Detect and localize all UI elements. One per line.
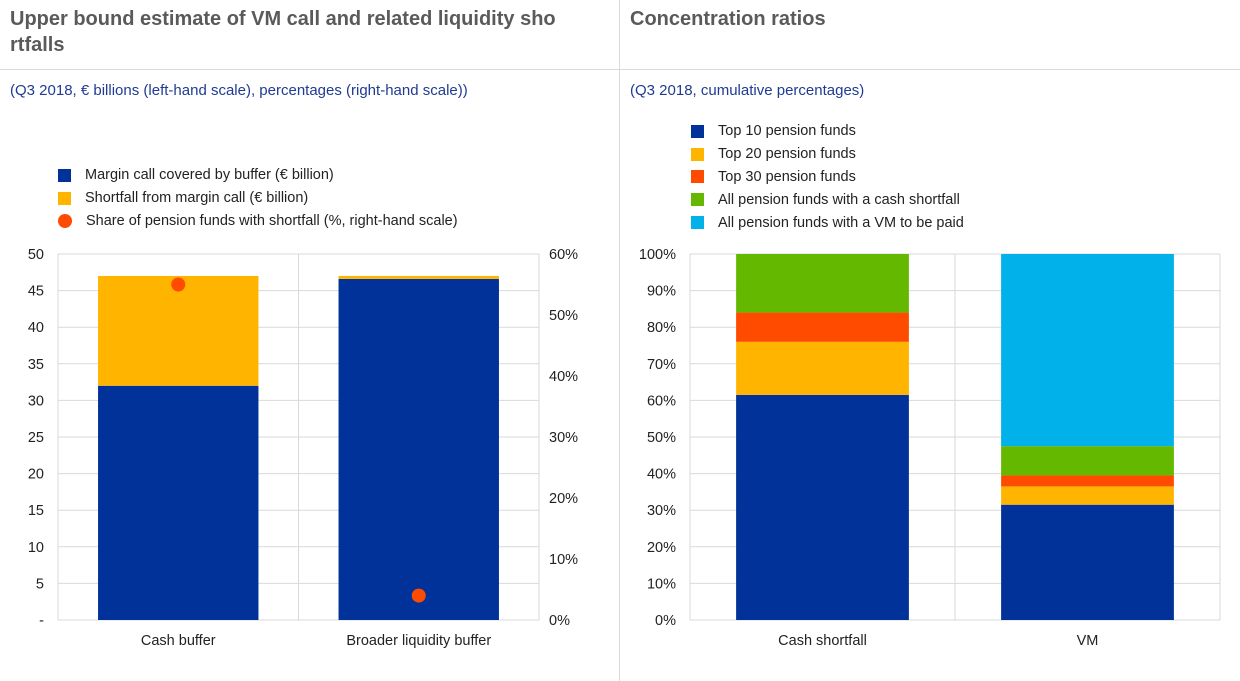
bar-cash-buffer-shortfall-from-margin-ca — [98, 275, 259, 386]
y-tick-label: 25 — [28, 430, 44, 446]
y-tick-label: 60% — [647, 393, 676, 409]
left-chart-panel: Upper bound estimate of VM call and rela… — [0, 0, 619, 681]
bar-cash-buffer-margin-call-covered-by-b — [98, 385, 259, 620]
y-tick-label: 45 — [28, 284, 44, 300]
y-tick-label: 80% — [647, 320, 676, 336]
y2-tick-label: 30% — [549, 430, 578, 446]
y-tick-label: 10 — [28, 540, 44, 556]
y-tick-label: 0% — [655, 613, 676, 629]
left-legend: Margin call covered by buffer (€ billion… — [58, 164, 458, 232]
left-chart-subtitle: (Q3 2018, € billions (left-hand scale), … — [10, 82, 468, 99]
legend-label-top10: Top 10 pension funds — [718, 123, 856, 140]
left-title-rule — [0, 69, 619, 70]
dot-broader-liquidity-buffer — [411, 588, 426, 603]
legend-item-covered: Margin call covered by buffer (€ billion… — [58, 164, 458, 187]
y2-tick-label: 60% — [549, 247, 578, 263]
bar-cash-shortfall-top-30-pension-funds — [736, 312, 909, 342]
legend-label-top20: Top 20 pension funds — [718, 146, 856, 163]
y-tick-label: 100% — [639, 247, 676, 263]
y2-tick-label: 10% — [549, 552, 578, 568]
bar-broader-liquidity-buffer-margin-call-covered-by-b — [338, 278, 499, 620]
left-chart-title: Upper bound estimate of VM call and rela… — [10, 8, 556, 56]
legend-label-covered: Margin call covered by buffer (€ billion… — [85, 167, 334, 184]
bar-vm-top-10-pension-funds — [1001, 504, 1174, 620]
y-tick-label: - — [39, 613, 44, 629]
bar-cash-shortfall-all-pension-funds-with-a — [736, 254, 909, 313]
legend-item-top10: Top 10 pension funds — [691, 120, 964, 143]
dot-cash-buffer — [171, 277, 186, 292]
legend-swatch-top10 — [691, 124, 704, 138]
legend-item-top30: Top 30 pension funds — [691, 166, 964, 189]
right-title-rule — [620, 69, 1240, 70]
bar-cash-shortfall-top-20-pension-funds — [736, 341, 909, 395]
legend-item-share: Share of pension funds with shortfall (%… — [58, 210, 458, 233]
y-tick-label: 20% — [647, 540, 676, 556]
y-tick-label: 15 — [28, 503, 44, 519]
left-chart-plot: - 5 10 15 20 25 30 35 40 45 50 0% 10% 20% 30% 40% 50% 60%… — [28, 247, 578, 649]
y-tick-label: 30% — [647, 503, 676, 519]
bar-broader-liquidity-buffer-shortfall-from-margin-ca — [338, 275, 499, 279]
y2-tick-label: 0% — [549, 613, 570, 629]
y-tick-label: 35 — [28, 357, 44, 373]
legend-item-top20: Top 20 pension funds — [691, 143, 964, 166]
y-tick-label: 5 — [36, 576, 44, 592]
panel-divider — [619, 0, 620, 681]
legend-swatch-share — [58, 213, 72, 228]
legend-label-share: Share of pension funds with shortfall (%… — [86, 212, 458, 229]
legend-swatch-top30 — [691, 170, 704, 184]
y-tick-label: 40% — [647, 467, 676, 483]
right-chart-plot: 0% 10% 20% 30% 40% 50% 60% 70% 80% 90% 100% Cash sh… — [639, 247, 1221, 649]
legend-swatch-top20 — [691, 147, 704, 161]
legend-swatch-covered — [58, 168, 71, 182]
legend-item-cash-shortfall: All pension funds with a cash shortfall — [691, 188, 964, 211]
bar-vm-all-pension-funds-with-a — [1001, 254, 1174, 447]
y-tick-label: 20 — [28, 467, 44, 483]
legend-item-vm-paid: All pension funds with a VM to be paid — [691, 211, 964, 234]
y-tick-label: 90% — [647, 284, 676, 300]
right-chart-title: Concentration ratios — [630, 8, 826, 30]
legend-label-shortfall: Shortfall from margin call (€ billion) — [85, 190, 309, 207]
y-tick-label: 50 — [28, 247, 44, 263]
y2-tick-label: 40% — [549, 369, 578, 385]
y-tick-label: 40 — [28, 320, 44, 336]
right-chart-subtitle: (Q3 2018, cumulative percentages) — [630, 82, 865, 99]
x-tick-label-cash-shortfall: Cash shortfall — [778, 633, 867, 649]
y-tick-label: 10% — [647, 576, 676, 592]
legend-swatch-vm-paid — [691, 216, 704, 230]
right-chart-panel: Concentration ratios (Q3 2018, cumulativ… — [620, 0, 1240, 681]
legend-swatch-cash-shortfall — [691, 193, 704, 207]
legend-label-cash-shortfall: All pension funds with a cash shortfall — [718, 191, 960, 208]
y2-tick-label: 50% — [549, 308, 578, 324]
x-tick-label-broader-liquidity-buffer: Broader liquidity buffer — [346, 633, 491, 649]
x-tick-label-cash-buffer: Cash buffer — [141, 633, 216, 649]
bar-cash-shortfall-top-10-pension-funds — [736, 394, 909, 620]
legend-label-top30: Top 30 pension funds — [718, 168, 856, 185]
legend-item-shortfall: Shortfall from margin call (€ billion) — [58, 187, 458, 210]
right-legend: Top 10 pension funds Top 20 pension fund… — [691, 120, 964, 234]
x-tick-label-vm: VM — [1077, 633, 1099, 649]
y-tick-label: 30 — [28, 393, 44, 409]
bar-vm-top-30-pension-funds — [1001, 475, 1174, 487]
legend-swatch-shortfall — [58, 191, 71, 205]
y-tick-label: 70% — [647, 357, 676, 373]
y2-tick-label: 20% — [549, 491, 578, 507]
legend-label-vm-paid: All pension funds with a VM to be paid — [718, 214, 964, 231]
y-tick-label: 50% — [647, 430, 676, 446]
bar-vm-top-20-pension-funds — [1001, 486, 1174, 505]
bar-vm-all-pension-funds-with-a — [1001, 446, 1174, 476]
